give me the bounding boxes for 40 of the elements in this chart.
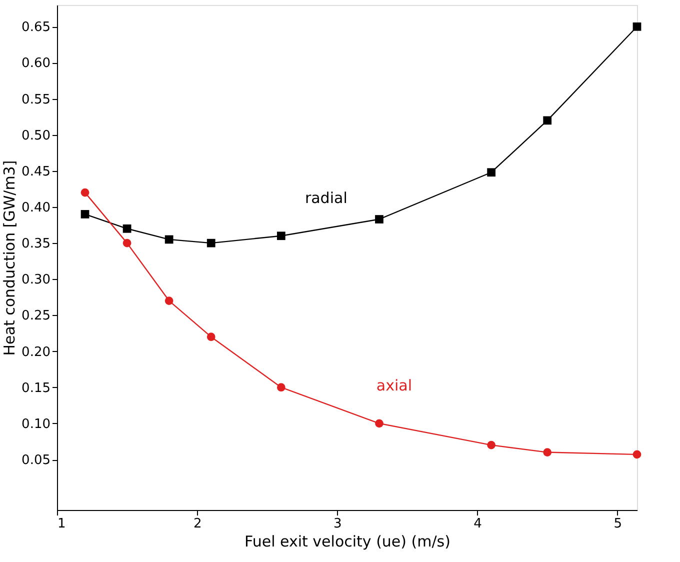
y-tick-label: 0.50	[22, 128, 50, 144]
point	[164, 296, 174, 305]
point	[487, 440, 496, 450]
x-tick-label: 5	[614, 516, 622, 532]
point	[543, 448, 552, 456]
point	[276, 232, 286, 240]
y-tick-label: 0.55	[22, 92, 50, 108]
point	[164, 235, 174, 244]
y-tick-label: 0.20	[22, 344, 50, 360]
x-tick-label: 1	[58, 516, 66, 532]
x-tick-label: 3	[334, 516, 342, 532]
x-axis-title: Fuel exit velocity (ue) (m/s)	[244, 532, 450, 550]
y-tick-label: 0.05	[22, 453, 50, 468]
y-tick-label: 0.45	[22, 164, 50, 180]
y-tick-label: 0.65	[22, 20, 50, 36]
point	[632, 450, 642, 459]
y-tick-label: 0.40	[22, 200, 50, 216]
point	[276, 383, 286, 392]
point	[375, 419, 384, 428]
y-axis-title: Heat conduction [GW/m3]	[0, 160, 19, 356]
y-tick-label: 0.10	[22, 416, 50, 432]
x-tick-label: 2	[193, 516, 202, 532]
point	[122, 224, 132, 233]
series-label: axial	[376, 376, 412, 394]
y-tick-label: 0.15	[22, 380, 50, 396]
y-tick-label: 0.30	[22, 272, 50, 288]
point	[80, 188, 90, 197]
point	[543, 116, 552, 125]
point	[487, 168, 496, 177]
y-tick-label: 0.60	[22, 56, 50, 72]
y-tick-label: 0.35	[22, 236, 50, 252]
series-label: radial	[304, 188, 348, 207]
point	[632, 22, 642, 31]
point	[375, 215, 384, 224]
point	[122, 238, 132, 248]
y-tick-label: 0.25	[22, 308, 50, 324]
x-tick-label: 4	[474, 516, 482, 532]
point	[206, 332, 216, 342]
point	[80, 210, 90, 218]
point	[206, 238, 216, 248]
